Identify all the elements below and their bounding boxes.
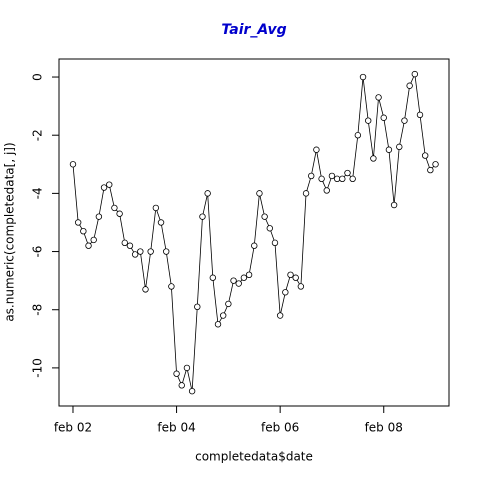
data-point	[157, 219, 165, 226]
data-point	[126, 242, 134, 249]
data-point	[204, 190, 211, 197]
data-point	[427, 166, 434, 174]
data-point	[385, 146, 393, 153]
data-point	[333, 175, 341, 183]
data-point	[261, 213, 268, 220]
x-tick-label: feb 02	[54, 421, 92, 435]
data-point	[74, 219, 82, 226]
y-axis-label: as.numeric(completedata[, j])	[3, 142, 17, 321]
data-point	[266, 225, 273, 232]
data-point	[416, 111, 424, 119]
y-tick-label: 0	[31, 73, 45, 81]
data-point	[354, 132, 362, 139]
data-point	[349, 175, 356, 183]
data-point	[80, 227, 87, 235]
chart-title: Tair_Avg	[221, 22, 286, 38]
data-point	[302, 190, 310, 197]
data-point	[287, 271, 294, 279]
data-point	[235, 280, 242, 287]
data-point	[276, 312, 284, 319]
data-point	[111, 204, 118, 212]
data-point	[297, 283, 305, 290]
y-tick-label: -6	[31, 246, 45, 258]
data-point	[209, 274, 217, 281]
data-point	[137, 248, 144, 255]
data-point	[421, 152, 429, 159]
y-tick-label: -8	[31, 304, 45, 316]
data-point	[194, 303, 201, 311]
data-point	[251, 242, 258, 249]
data-point	[106, 181, 113, 188]
data-point	[240, 274, 248, 281]
data-point	[256, 190, 263, 197]
data-point	[121, 239, 128, 247]
data-point	[282, 289, 289, 296]
data-point	[396, 143, 403, 151]
x-tick-label: feb 06	[261, 421, 299, 435]
data-point	[199, 213, 206, 220]
data-point	[152, 204, 160, 212]
data-point	[313, 146, 320, 153]
data-point	[318, 175, 325, 183]
data-point	[245, 271, 253, 279]
y-tick-label: -4	[31, 187, 45, 199]
data-point	[380, 114, 387, 121]
x-axis-label: completedata$date	[195, 450, 313, 464]
y-tick-label: -2	[31, 129, 45, 141]
data-point	[323, 187, 330, 194]
data-point	[375, 94, 382, 101]
data-point	[90, 236, 97, 244]
data-point	[344, 169, 351, 177]
x-tick-label: feb 04	[157, 421, 195, 435]
data-point	[432, 161, 439, 168]
data-point	[390, 201, 398, 209]
data-point	[219, 312, 227, 319]
data-point	[168, 283, 175, 290]
data-point	[95, 213, 103, 220]
data-point	[359, 73, 367, 81]
data-point	[131, 251, 139, 258]
data-point	[85, 242, 92, 249]
data-point	[401, 117, 408, 124]
data-point	[225, 300, 232, 308]
data-point	[188, 387, 196, 395]
data-point	[339, 175, 346, 183]
data-point	[406, 82, 413, 89]
data-point	[365, 117, 372, 124]
data-line	[72, 72, 436, 392]
data-point	[116, 210, 123, 217]
data-point	[292, 274, 299, 281]
data-point	[308, 172, 315, 180]
data-point	[214, 321, 222, 328]
y-tick-label: -10	[31, 358, 45, 378]
data-point	[411, 70, 419, 78]
data-point	[147, 248, 154, 255]
data-point	[183, 364, 191, 372]
plot-box	[58, 58, 450, 407]
data-point	[69, 161, 77, 168]
data-point	[142, 286, 149, 293]
x-tick-label: feb 08	[365, 421, 403, 435]
data-point	[173, 370, 180, 377]
data-point	[100, 184, 108, 191]
data-point	[370, 155, 377, 162]
data-point	[271, 239, 279, 247]
data-point	[230, 277, 237, 284]
data-point	[163, 248, 170, 255]
data-point	[328, 172, 336, 180]
data-point	[178, 382, 185, 389]
